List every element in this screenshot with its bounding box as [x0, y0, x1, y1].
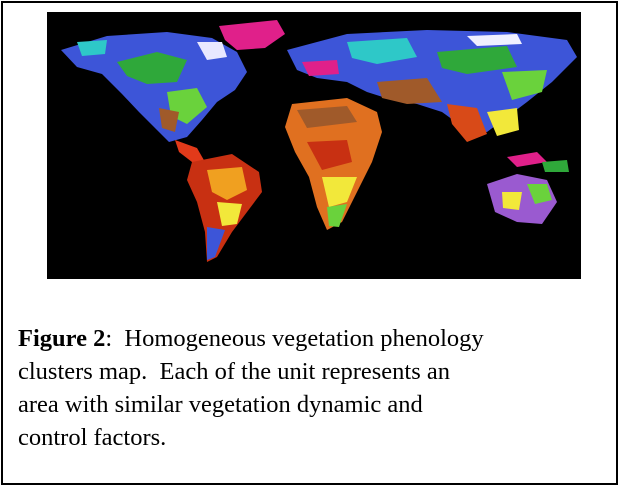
caption-line: clusters map. Each of the unit represent…: [18, 355, 608, 388]
figure-caption: Figure 2: Homogeneous vegetation phenolo…: [18, 322, 608, 454]
caption-text: : Homogeneous vegetation phenology: [105, 325, 483, 352]
phenology-map: [47, 12, 581, 279]
caption-line: Figure 2: Homogeneous vegetation phenolo…: [18, 322, 608, 355]
caption-line: area with similar vegetation dynamic and: [18, 388, 608, 421]
figure-label: Figure 2: [18, 325, 105, 352]
page: Figure 2: Homogeneous vegetation phenolo…: [0, 0, 618, 485]
caption-line: control factors.: [18, 421, 608, 454]
